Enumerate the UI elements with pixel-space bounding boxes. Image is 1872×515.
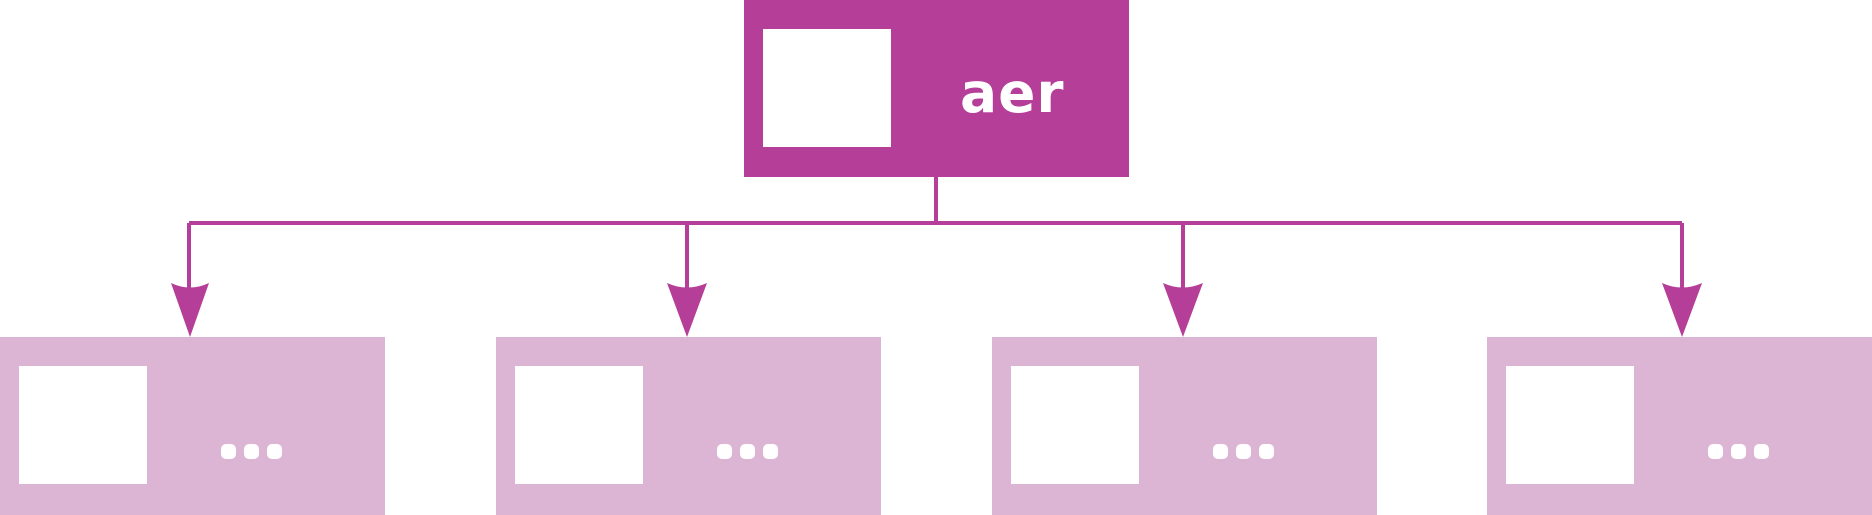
arrow-head-2 [667,283,707,337]
ellipsis-icon [1708,444,1769,459]
child-image-placeholder [1011,366,1139,484]
child-node-1 [0,337,385,515]
root-label: aer [960,61,1065,125]
ellipsis-icon [717,444,778,459]
child-node-2 [496,337,881,515]
ellipsis-icon [1213,444,1274,459]
arrow-head-1 [171,283,209,337]
arrow-head-3 [1163,283,1203,337]
arrow-head-4 [1662,283,1702,337]
root-image-placeholder [763,29,891,147]
child-image-placeholder [515,366,643,484]
ellipsis-icon [221,444,282,459]
child-node-3 [992,337,1377,515]
root-node: aer [744,0,1129,177]
child-image-placeholder [1506,366,1634,484]
child-image-placeholder [19,366,147,484]
child-node-4 [1487,337,1872,515]
